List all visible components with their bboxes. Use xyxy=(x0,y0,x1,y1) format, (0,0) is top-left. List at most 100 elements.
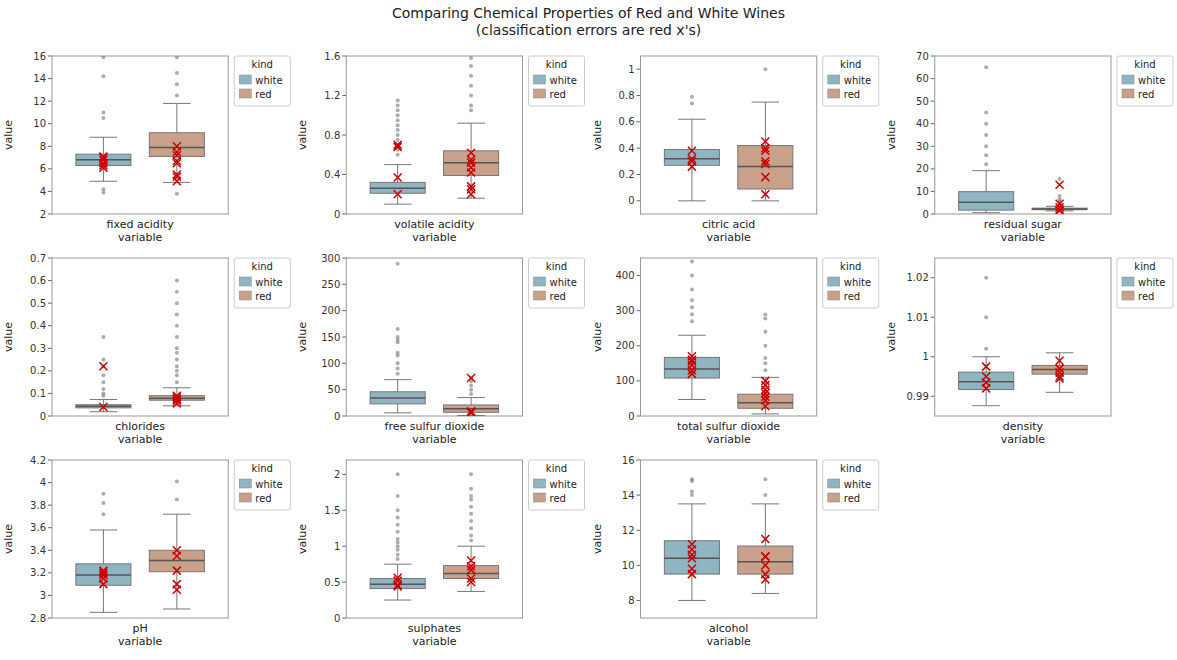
whisker-high xyxy=(397,564,398,578)
legend-swatch xyxy=(239,493,251,502)
box xyxy=(959,372,1014,389)
flier xyxy=(101,335,105,339)
flier xyxy=(984,144,988,148)
error-marker xyxy=(761,553,769,561)
y-tick xyxy=(48,168,52,169)
y-tick-label: 0 xyxy=(628,411,634,422)
error-marker xyxy=(761,157,769,165)
marks xyxy=(959,65,1088,214)
y-tick-label: 0 xyxy=(40,411,46,422)
y-tick xyxy=(48,550,52,551)
flier xyxy=(175,364,179,368)
y-tick xyxy=(342,337,346,338)
y-tick-label: 0.5 xyxy=(30,298,46,309)
y-tick-label: 8 xyxy=(628,595,634,606)
y-tick-label: 300 xyxy=(321,253,340,264)
text-line: variable xyxy=(412,433,457,446)
flier xyxy=(175,380,179,384)
legend-swatch xyxy=(239,291,251,300)
cap-low xyxy=(752,413,780,414)
cap-high xyxy=(384,564,412,565)
y-tick-label: 200 xyxy=(615,340,634,351)
y-tick-label: 2 xyxy=(334,469,340,480)
cap-high xyxy=(752,377,780,378)
legend-swatch xyxy=(828,493,840,502)
flier xyxy=(690,490,694,494)
cap-high xyxy=(457,397,485,398)
flier xyxy=(175,312,179,316)
plot-frame xyxy=(346,258,522,416)
plot-frame xyxy=(935,56,1111,214)
y-tick xyxy=(48,78,52,79)
y-tick xyxy=(637,345,641,346)
legend-label: white xyxy=(1138,277,1165,288)
error-marker xyxy=(761,190,769,198)
flier xyxy=(396,548,400,552)
flier xyxy=(396,118,400,122)
legend-title: kind xyxy=(546,463,567,474)
error-marker xyxy=(1056,181,1064,189)
panel: 0100200300400total sulfur dioxidevariabl… xyxy=(591,258,879,446)
flier xyxy=(175,335,179,339)
flier xyxy=(469,519,473,523)
flier xyxy=(396,133,400,137)
y-tick-label: 0 xyxy=(922,209,928,220)
y-tick-label: 250 xyxy=(321,279,340,290)
flier xyxy=(690,477,694,481)
panel: 050100150200250300free sulfur dioxidevar… xyxy=(296,253,584,447)
legend: kindwhitered xyxy=(529,258,585,308)
error-marker xyxy=(1056,357,1064,365)
text-line: sulphates xyxy=(408,622,462,635)
cap-high xyxy=(1046,352,1074,353)
y-tick-label: 30 xyxy=(916,141,929,152)
error-marker xyxy=(467,557,475,565)
flier xyxy=(469,472,473,476)
cap-low xyxy=(457,198,485,199)
y-tick xyxy=(931,101,935,102)
flier xyxy=(396,372,400,376)
y-tick xyxy=(48,505,52,506)
y-tick-label: 12 xyxy=(622,525,635,536)
error-marker xyxy=(99,362,107,370)
y-tick xyxy=(342,389,346,390)
y-tick-label: 1.6 xyxy=(324,51,340,62)
y-axis-label: value xyxy=(2,322,15,352)
error-marker xyxy=(467,374,475,382)
y-tick xyxy=(931,78,935,79)
text-line: pH xyxy=(132,622,147,635)
y-tick xyxy=(637,416,641,417)
y-axis-label: value xyxy=(885,120,898,150)
y-tick-label: 0 xyxy=(334,613,340,624)
y-tick xyxy=(342,582,346,583)
legend-label: red xyxy=(844,493,860,504)
legend-swatch xyxy=(828,89,840,98)
box xyxy=(664,541,719,574)
panel: 2.833.23.43.63.844.2pHvariablevaluekindw… xyxy=(2,455,290,649)
whisker-high xyxy=(103,137,104,154)
flier xyxy=(396,530,400,534)
x-axis-label: densityvariable xyxy=(1001,420,1046,446)
flier xyxy=(396,523,400,527)
marks xyxy=(370,472,499,600)
legend-title: kind xyxy=(252,261,273,272)
flier xyxy=(396,108,400,112)
plot-frame xyxy=(935,258,1111,416)
cap-high xyxy=(384,164,412,165)
flier xyxy=(396,262,400,266)
y-tick xyxy=(48,303,52,304)
y-tick xyxy=(48,595,52,596)
text-line: chlorides xyxy=(115,420,165,433)
median xyxy=(444,408,499,410)
flier xyxy=(763,368,767,372)
box xyxy=(76,564,131,585)
y-tick xyxy=(48,280,52,281)
y-tick-label: 1.01 xyxy=(906,312,928,323)
error-marker xyxy=(761,575,769,583)
marks xyxy=(959,276,1088,406)
y-axis-label: value xyxy=(591,524,604,554)
error-marker xyxy=(688,540,696,548)
flier xyxy=(396,128,400,132)
whisker-high xyxy=(691,119,692,149)
y-tick xyxy=(931,317,935,318)
flier xyxy=(469,103,473,107)
